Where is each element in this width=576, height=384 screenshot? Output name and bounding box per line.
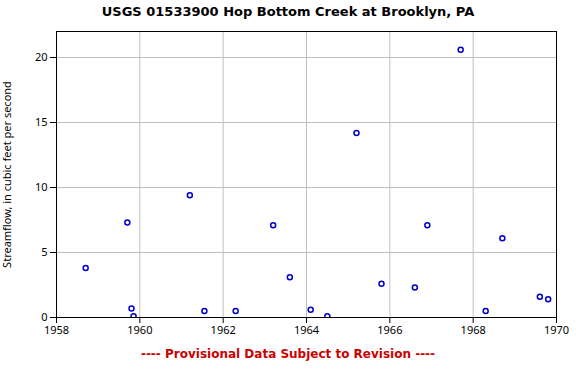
- svg-text:10: 10: [35, 179, 48, 194]
- svg-text:20: 20: [35, 49, 48, 64]
- svg-text:1966: 1966: [377, 322, 402, 337]
- svg-text:1962: 1962: [211, 322, 236, 337]
- html-text:---- Provisional Data Subject: ---- Provisional Data Subject to Revisio…: [140, 347, 436, 361]
- svg-text:1960: 1960: [127, 322, 152, 337]
- svg-text:1970: 1970: [544, 322, 569, 337]
- html-text:USGS 01533900 Hop Bottom Creek: USGS 01533900 Hop Bottom Creek at Brookl…: [101, 4, 475, 19]
- svg-text:1964: 1964: [294, 322, 320, 337]
- svg-text:Streamflow, in cubic feet per: Streamflow, in cubic feet per second: [0, 81, 14, 268]
- svg-text:15: 15: [35, 114, 48, 129]
- svg-text:1958: 1958: [44, 322, 69, 337]
- svg-text:1968: 1968: [461, 322, 486, 337]
- svg-text:5: 5: [41, 244, 47, 259]
- svg-text:0: 0: [41, 309, 48, 324]
